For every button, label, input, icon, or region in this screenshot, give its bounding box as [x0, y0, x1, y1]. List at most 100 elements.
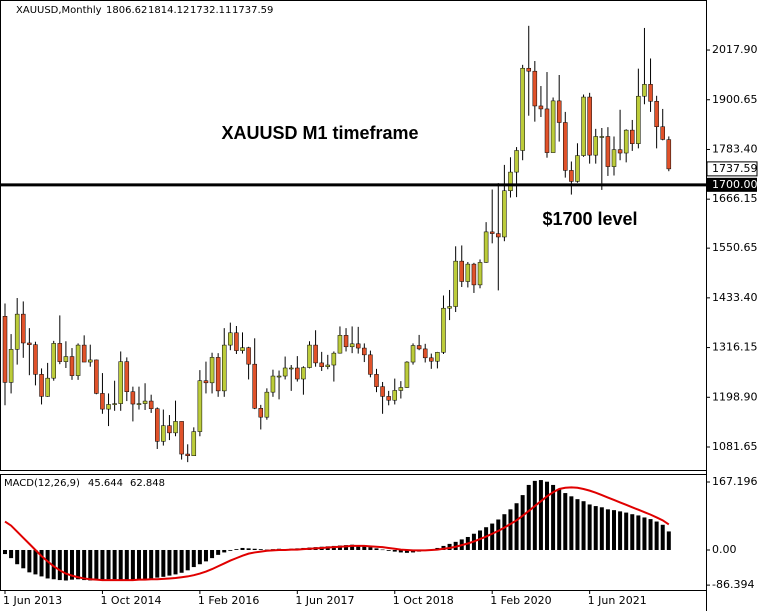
candle-body [581, 96, 586, 156]
macd-bar [112, 549, 117, 580]
macd-bar [532, 480, 537, 550]
candle-body [301, 367, 306, 380]
macd-bar [630, 514, 635, 550]
macd-bar [185, 549, 190, 571]
candle-body [142, 400, 148, 404]
candle-body [392, 390, 398, 401]
candle-body [374, 374, 379, 387]
macd-bar [76, 549, 81, 580]
x-tick-label: 1 Jun 2017 [295, 594, 354, 607]
candle-body [264, 391, 270, 418]
candle-body [270, 375, 276, 393]
candle-body [57, 343, 63, 362]
y-tick-label: -86.394 [712, 578, 754, 591]
chart-title: XAUUSD,Monthly [16, 5, 102, 16]
candle-body [477, 262, 483, 286]
macd-bar [252, 548, 257, 550]
macd-bar [380, 549, 385, 551]
candle-body [221, 344, 227, 392]
level-label: 1700.00 [712, 178, 758, 191]
macd-bar [624, 512, 629, 550]
candle-body [252, 363, 257, 409]
macd-bar [374, 548, 379, 550]
macd-bar [398, 549, 403, 553]
macd-bar [33, 549, 38, 575]
macd-bar [57, 549, 62, 581]
macd-bar [618, 511, 623, 550]
macd-title: MACD(12,26,9) [4, 478, 80, 489]
candle-body [459, 260, 464, 282]
macd-bar [593, 506, 598, 550]
candle-body [508, 171, 513, 192]
macd-bar [654, 521, 659, 550]
macd-bar [563, 493, 568, 550]
candle-body [617, 149, 623, 154]
macd-bar [545, 481, 550, 550]
candle-body [288, 367, 294, 370]
macd-bar [350, 544, 355, 550]
candle-body [343, 335, 349, 348]
macd-bar [636, 515, 641, 550]
macd-bar [228, 549, 233, 551]
candle-body [100, 393, 105, 410]
macd-bar [9, 549, 14, 559]
candle-body [240, 347, 245, 351]
macd-bar [362, 545, 367, 550]
candle-body [179, 421, 184, 455]
candle-body [75, 344, 81, 376]
macd-bar [3, 549, 7, 555]
candle-body [228, 332, 233, 346]
candle-body [429, 357, 434, 362]
candle-body [386, 396, 391, 401]
candle-body [39, 374, 44, 397]
y-tick-label: 1783.40 [712, 142, 758, 155]
macd-bar [386, 549, 391, 551]
macd-bar [484, 527, 489, 550]
candle-body [416, 345, 422, 350]
y-tick-label: 1316.15 [712, 341, 758, 354]
header-high: 1814.12 [148, 5, 189, 16]
header-close: 1737.59 [232, 5, 273, 16]
candle-body [185, 453, 190, 457]
macd-bar [167, 549, 172, 576]
candle-body [404, 361, 410, 388]
macd-bar [557, 489, 562, 550]
candle-body [14, 313, 20, 350]
macd-bar [551, 484, 556, 550]
annotation: XAUUSD M1 timeframe [221, 123, 418, 143]
candle-body [124, 361, 130, 392]
price-label-box [706, 161, 758, 177]
macd-bar [575, 499, 580, 550]
macd-bar [130, 549, 135, 581]
macd-bar [337, 545, 342, 550]
macd-bar [514, 503, 519, 550]
macd-bar [210, 549, 215, 559]
candle-body [611, 149, 617, 167]
candle-body [575, 155, 580, 182]
candle-body [520, 67, 525, 151]
macd-bar [222, 549, 227, 553]
candle-body [155, 408, 160, 442]
y-tick-label: 2017.90 [712, 43, 758, 56]
candle-body [234, 332, 239, 351]
macd-bar [648, 519, 653, 550]
candle-body [447, 306, 452, 309]
candle-body [410, 345, 416, 363]
candle-body [276, 375, 282, 378]
candle-body [660, 126, 665, 140]
macd-bar [666, 531, 671, 550]
candle-body [136, 403, 142, 405]
price-panel [0, 0, 707, 471]
candle-body [380, 386, 385, 397]
candle-body [593, 136, 598, 156]
candle-body [106, 404, 111, 410]
macd-bar [502, 514, 507, 550]
candle-body [355, 343, 361, 349]
macd-bar [63, 549, 68, 581]
candle-body [349, 343, 355, 348]
macd-bar [612, 510, 616, 550]
candle-body [313, 344, 318, 364]
macd-bar [203, 549, 208, 562]
candle-body [337, 335, 343, 354]
